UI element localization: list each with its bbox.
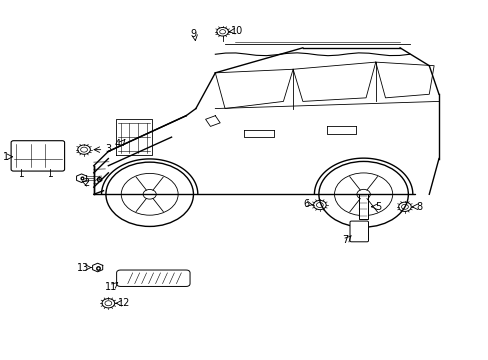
Text: 12: 12: [118, 298, 130, 308]
Bar: [358, 194, 367, 219]
Text: 13: 13: [76, 263, 88, 273]
FancyBboxPatch shape: [349, 221, 368, 242]
Text: 9: 9: [189, 28, 196, 39]
Text: 8: 8: [416, 202, 422, 212]
Text: 3: 3: [105, 144, 111, 154]
Text: 10: 10: [231, 26, 243, 36]
Text: 6: 6: [303, 199, 309, 209]
FancyBboxPatch shape: [11, 141, 64, 171]
Text: 11: 11: [104, 282, 117, 292]
Text: 5: 5: [374, 202, 381, 212]
Text: 2: 2: [83, 177, 89, 188]
Text: 4: 4: [115, 139, 121, 149]
Text: 7: 7: [342, 235, 348, 245]
FancyBboxPatch shape: [116, 270, 190, 287]
Text: 1: 1: [3, 152, 9, 162]
